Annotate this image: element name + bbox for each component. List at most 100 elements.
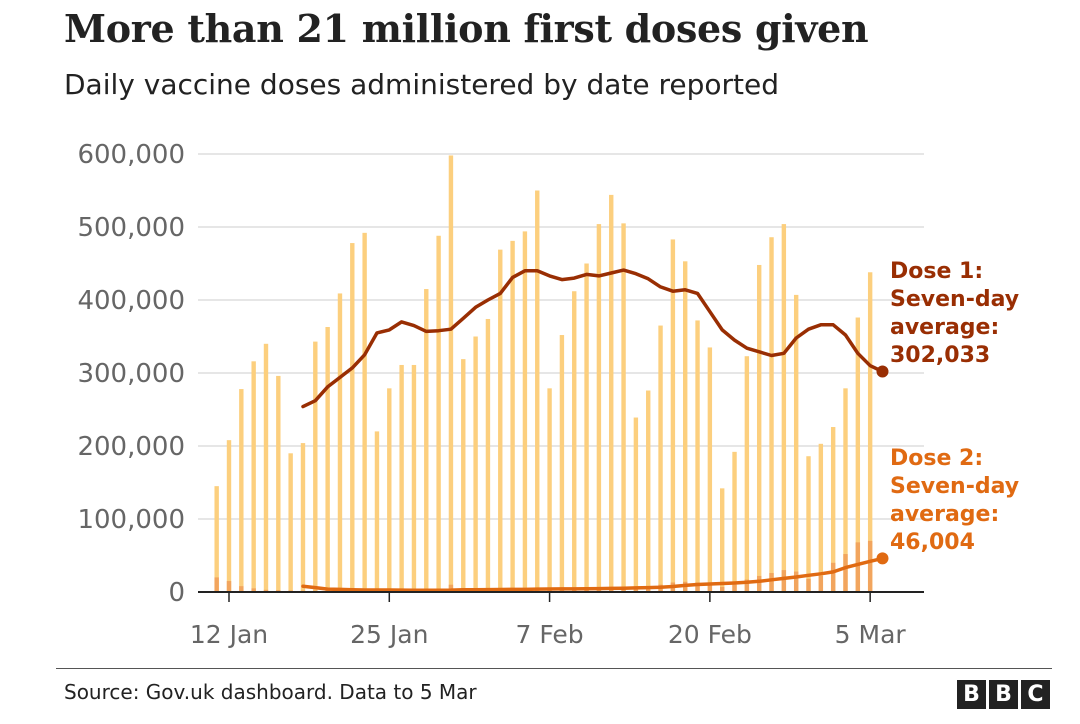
y-tick-label: 500,000 bbox=[77, 213, 185, 243]
footer-divider bbox=[56, 668, 1052, 669]
dose2-bar bbox=[263, 589, 269, 592]
dose1-bar bbox=[830, 427, 836, 592]
y-axis-ticks: 0 100,000 200,000 300,000 400,000 500,000 600,… bbox=[77, 140, 185, 608]
annotation-line: average: bbox=[890, 502, 999, 527]
y-tick-label: 100,000 bbox=[77, 505, 185, 535]
source-note: Source: Gov.uk dashboard. Data to 5 Mar bbox=[64, 680, 477, 704]
dose2-average-line-endpoint bbox=[876, 552, 889, 565]
dose1-bar bbox=[510, 240, 515, 592]
dose2-bar bbox=[781, 570, 787, 592]
dose1-bar bbox=[461, 359, 466, 592]
dose2-bar bbox=[547, 589, 552, 592]
annotations: Dose 1: Seven-day average: 302,033 Dose 2: Se… bbox=[890, 259, 1019, 555]
y-tick-label: 200,000 bbox=[77, 432, 185, 462]
dose2-bar bbox=[855, 542, 861, 592]
bbc-logo-letter: B bbox=[957, 680, 986, 709]
dose1-bar bbox=[867, 272, 873, 592]
dose2-bar bbox=[818, 575, 824, 592]
dose1-bar bbox=[572, 291, 577, 592]
dose1-bar bbox=[584, 263, 589, 592]
dose1-bar bbox=[374, 431, 380, 592]
dose1-bar bbox=[683, 261, 688, 592]
dose1-bar bbox=[362, 232, 367, 592]
dose1-bar bbox=[547, 388, 552, 592]
x-tick-label: 20 Feb bbox=[668, 620, 752, 649]
dose1-bar bbox=[707, 347, 713, 592]
dose1-bar bbox=[843, 388, 848, 592]
dose1-bar bbox=[313, 341, 318, 592]
dose1-bar bbox=[300, 443, 306, 592]
annotation-line: Seven-day bbox=[890, 474, 1019, 499]
dose1-bar bbox=[436, 235, 441, 592]
dose1-bar bbox=[350, 243, 355, 592]
chart-title: More than 21 million first doses given bbox=[64, 6, 869, 51]
dose1-bar bbox=[806, 456, 811, 592]
x-tick-label: 25 Jan bbox=[350, 620, 428, 649]
annotation-line: average: bbox=[890, 315, 999, 340]
dose1-bar bbox=[818, 443, 824, 592]
dose1-bar bbox=[621, 223, 626, 592]
annotation-line: 46,004 bbox=[890, 530, 975, 555]
dose2-bar bbox=[843, 554, 848, 592]
dose1-bar bbox=[756, 264, 762, 592]
dose1-bar bbox=[522, 231, 528, 592]
dose1-bar bbox=[633, 417, 639, 592]
dose2-bar bbox=[756, 575, 762, 592]
dose2-bar bbox=[646, 586, 651, 592]
y-tick-label: 600,000 bbox=[77, 140, 185, 170]
dose1-bar bbox=[424, 289, 429, 592]
dose2-average-line bbox=[301, 556, 885, 592]
x-tick-label: 7 Feb bbox=[516, 620, 584, 649]
dose1-bar bbox=[720, 488, 725, 592]
dose2-bar bbox=[695, 582, 700, 592]
bbc-logo: B B C bbox=[957, 680, 1050, 709]
dose2-bar bbox=[744, 579, 750, 592]
annotation-line: Dose 2: bbox=[890, 446, 983, 471]
dose1-bar bbox=[485, 318, 491, 592]
dose2-bar bbox=[732, 584, 737, 592]
dose1-bar bbox=[263, 343, 269, 592]
dose2-bar bbox=[793, 571, 799, 592]
dose1-bar bbox=[609, 194, 614, 592]
chart-subtitle: Daily vaccine doses administered by date… bbox=[64, 68, 780, 101]
annotation-line: 302,033 bbox=[890, 343, 990, 368]
dose1-bar bbox=[596, 224, 602, 592]
vaccine-doses-chart: 0 100,000 200,000 300,000 400,000 500,000 600,… bbox=[77, 140, 1019, 649]
dose2-bar bbox=[226, 581, 232, 592]
bbc-logo-letter: B bbox=[989, 680, 1018, 709]
dose2-bar bbox=[867, 540, 873, 592]
dose1-bar bbox=[239, 389, 244, 592]
y-tick-label: 0 bbox=[168, 578, 185, 608]
dose1-bar bbox=[769, 237, 774, 592]
x-tick-label: 5 Mar bbox=[835, 620, 907, 649]
dose1-bar bbox=[325, 327, 330, 592]
dose1-bar bbox=[448, 155, 454, 592]
y-tick-label: 300,000 bbox=[77, 359, 185, 389]
dose1-bar bbox=[559, 335, 565, 592]
dose2-bar bbox=[720, 586, 725, 592]
dose1-average-line bbox=[301, 268, 885, 409]
dose1-bar bbox=[276, 375, 281, 592]
dose2-bar bbox=[806, 578, 811, 592]
dose1-bar bbox=[498, 249, 503, 592]
dose1-bar bbox=[855, 317, 861, 592]
dose1-bar bbox=[214, 486, 219, 592]
x-axis: 12 Jan 25 Jan 7 Feb 20 Feb 5 Mar bbox=[190, 591, 924, 649]
dose2-bar bbox=[251, 588, 256, 592]
dose1-bar bbox=[535, 190, 540, 592]
dose1-bar bbox=[399, 364, 404, 592]
dose1-bar bbox=[658, 325, 663, 592]
dose2-bar bbox=[707, 583, 713, 592]
dose1-bar bbox=[793, 294, 799, 592]
dose1-bars bbox=[214, 155, 873, 592]
annotation-line: Seven-day bbox=[890, 287, 1019, 312]
dose2-bar bbox=[769, 573, 774, 592]
dose1-bar bbox=[288, 453, 293, 592]
annotation-line: Dose 1: bbox=[890, 259, 983, 284]
dose1-average-line-endpoint bbox=[876, 365, 889, 378]
dose2-bar bbox=[239, 586, 244, 592]
dose1-bar bbox=[732, 451, 737, 592]
dose1-bar bbox=[670, 239, 676, 592]
dose1-bar bbox=[744, 356, 750, 592]
y-tick-label: 400,000 bbox=[77, 286, 185, 316]
